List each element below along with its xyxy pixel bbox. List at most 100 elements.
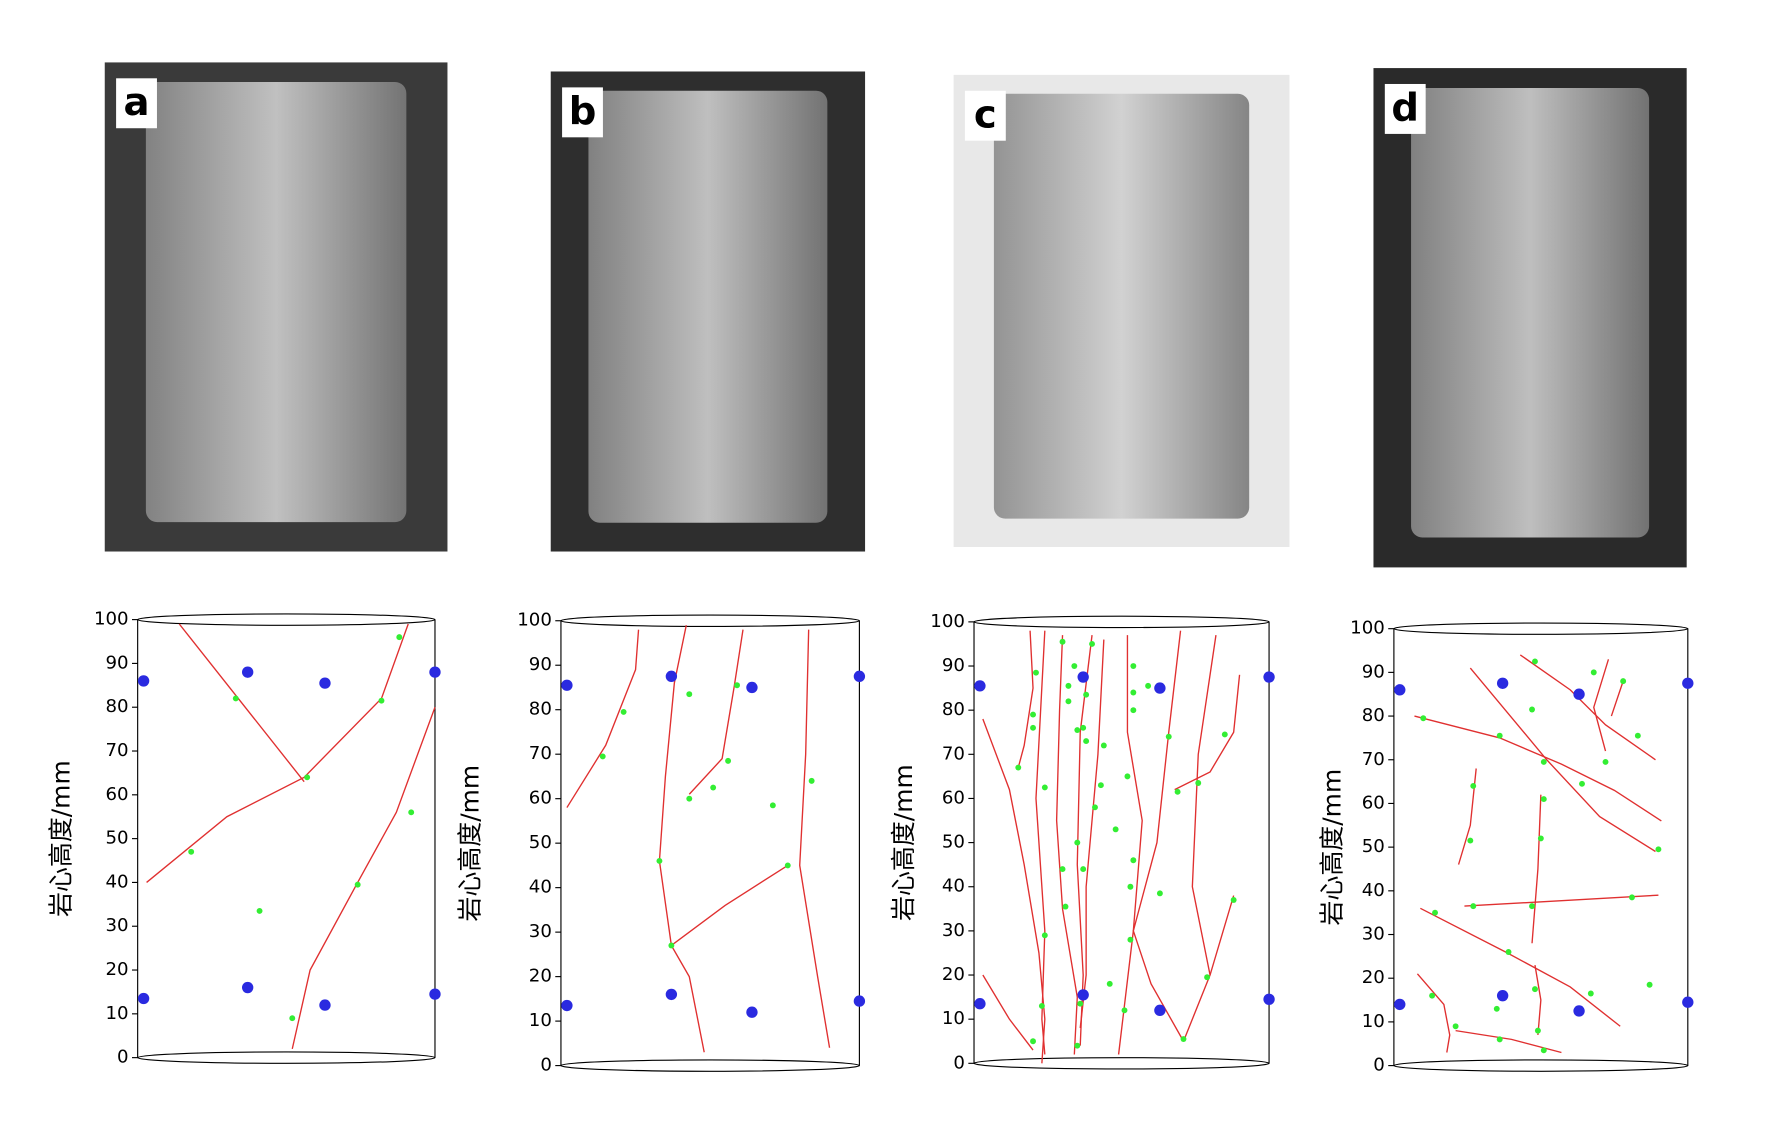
event-point <box>1620 678 1627 685</box>
y-tick-label: 60 <box>105 784 128 805</box>
event-point <box>1165 733 1172 740</box>
event-point <box>1100 742 1107 749</box>
event-point <box>1505 949 1512 955</box>
sensor-point <box>241 666 254 678</box>
cylinder-top <box>560 614 860 627</box>
event-point <box>1432 909 1438 916</box>
y-tick-label: 70 <box>1362 749 1385 770</box>
rock-core <box>993 93 1250 519</box>
event-point <box>1080 866 1087 873</box>
event-point <box>1059 638 1066 645</box>
y-tick-label: 90 <box>942 655 965 676</box>
sensor-point <box>746 681 758 694</box>
event-point <box>188 848 195 855</box>
event-point <box>686 691 693 698</box>
event-point <box>1038 1002 1045 1009</box>
sensor-point <box>319 999 331 1011</box>
event-point <box>1493 1005 1500 1012</box>
photo: d <box>1373 68 1687 568</box>
event-point <box>1083 691 1090 698</box>
crack <box>1017 630 1034 768</box>
crack <box>1416 973 1451 1053</box>
y-tick-label: 10 <box>942 1008 965 1029</box>
event-point <box>1467 837 1474 844</box>
event-point <box>1540 1047 1547 1054</box>
crack <box>178 623 305 783</box>
event-point <box>1452 1023 1459 1030</box>
crack <box>688 629 744 795</box>
crack <box>1469 667 1656 853</box>
event-point <box>378 697 385 704</box>
event-point <box>1529 706 1535 713</box>
panel-label-box <box>116 78 157 129</box>
event-point <box>289 1015 296 1022</box>
cylinder-bottom <box>973 1057 1270 1070</box>
sensor-point <box>429 988 441 1000</box>
event-point <box>408 809 415 816</box>
event-point <box>686 795 693 802</box>
y-tick-label: 80 <box>529 699 552 720</box>
sensor-point <box>853 670 866 683</box>
y-tick-label: 50 <box>1362 836 1385 857</box>
y-tick-label: 70 <box>105 740 128 761</box>
event-point <box>1106 980 1113 987</box>
event-point <box>1540 758 1547 765</box>
event-point <box>1590 669 1597 676</box>
y-tick-label: 0 <box>540 1055 552 1076</box>
event-point <box>1062 903 1069 910</box>
event-point <box>1579 780 1585 787</box>
event-point <box>1429 992 1436 999</box>
event-point <box>1089 640 1095 647</box>
sensor-point <box>1496 990 1509 1002</box>
panel-label: d <box>1391 86 1419 131</box>
y-tick-label: 50 <box>105 828 128 849</box>
event-point <box>656 858 663 864</box>
y-tick-label: 90 <box>105 652 128 673</box>
event-point <box>1030 711 1036 718</box>
sensor-point <box>853 995 866 1007</box>
y-tick-label: 10 <box>529 1010 552 1031</box>
crack <box>1035 630 1046 1055</box>
photo: a <box>104 62 448 552</box>
event-point <box>1033 669 1039 676</box>
y-tick-label: 10 <box>105 1003 128 1024</box>
sensor-point <box>1077 989 1089 1001</box>
sensor-point <box>746 1006 758 1018</box>
event-point <box>1124 773 1131 780</box>
cylinder-top <box>1393 622 1689 635</box>
crack <box>291 706 436 1050</box>
y-tick-label: 100 <box>517 610 552 631</box>
sensor-point <box>665 988 678 1001</box>
event-point <box>1074 727 1081 733</box>
sensor-point <box>561 679 573 691</box>
event-point <box>1065 698 1072 705</box>
chart: 0 10 20 30 40 50 60 70 80 90 100 岩心高度/mm <box>1318 618 1694 1076</box>
event-point <box>1537 835 1544 842</box>
y-tick-label: 100 <box>930 611 965 632</box>
event-point <box>1629 894 1635 901</box>
panel-label-box <box>964 90 1006 141</box>
y-tick-label: 90 <box>529 654 552 675</box>
y-tick-label: 30 <box>105 915 128 936</box>
crack <box>1519 654 1656 761</box>
y-tick-label: 30 <box>1362 924 1385 945</box>
y-tick-label: 30 <box>942 920 965 941</box>
y-tick-label: 40 <box>942 876 965 897</box>
sensor-point <box>429 666 441 678</box>
event-point <box>304 774 311 781</box>
sensor-point <box>1263 671 1275 683</box>
event-point <box>769 802 776 809</box>
event-point <box>1059 866 1066 873</box>
event-point <box>1041 784 1048 791</box>
sensor-point <box>137 992 150 1005</box>
chart: 0 10 20 30 40 50 60 70 80 90 100 岩心高度/mm <box>455 610 866 1076</box>
crack <box>1132 630 1185 1042</box>
sensor-point <box>1573 1005 1585 1017</box>
y-axis-label: 岩心高度/mm <box>455 765 484 922</box>
y-tick-label: 20 <box>529 966 552 987</box>
crack <box>982 974 1034 1051</box>
event-point <box>1634 732 1641 739</box>
event-point <box>1602 758 1609 765</box>
